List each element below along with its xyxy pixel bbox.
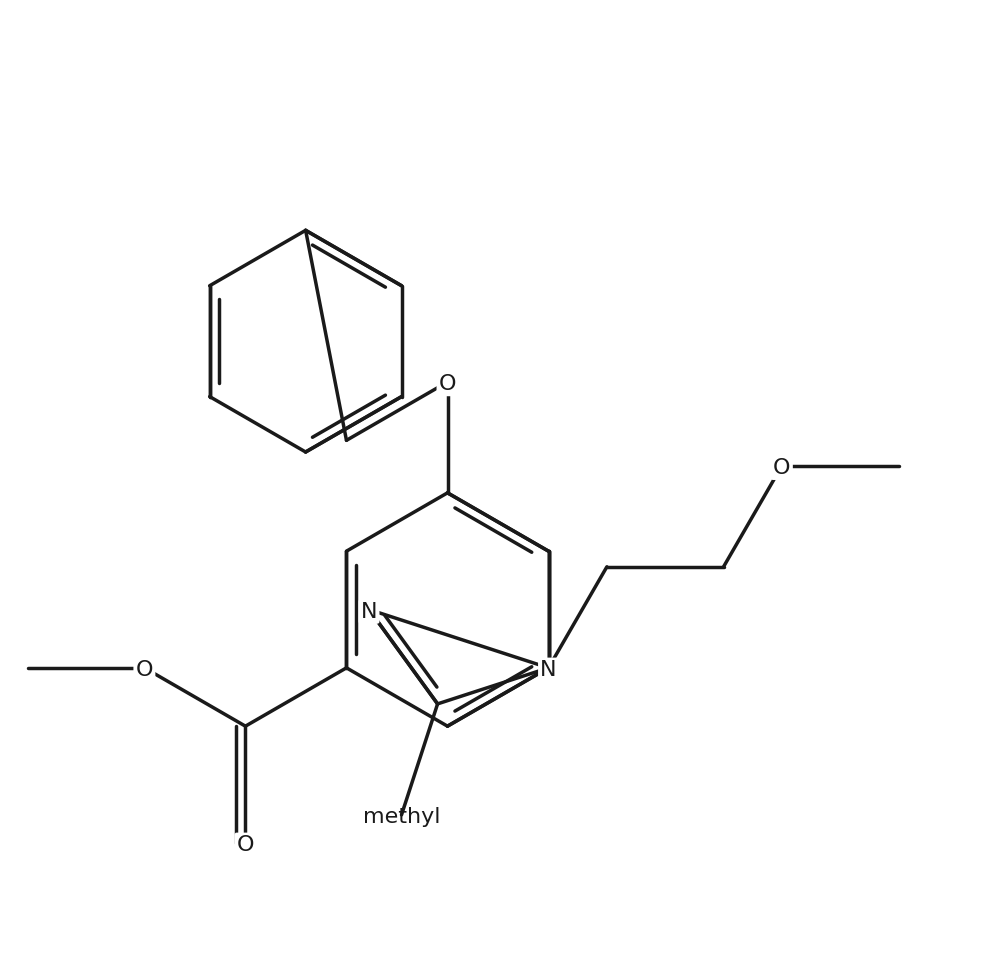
Text: methyl: methyl [363, 806, 440, 827]
Text: O: O [439, 374, 456, 394]
Text: O: O [773, 458, 791, 478]
Text: O: O [136, 659, 153, 680]
Text: N: N [540, 659, 557, 680]
Text: O: O [237, 835, 254, 855]
Text: N: N [361, 602, 377, 621]
